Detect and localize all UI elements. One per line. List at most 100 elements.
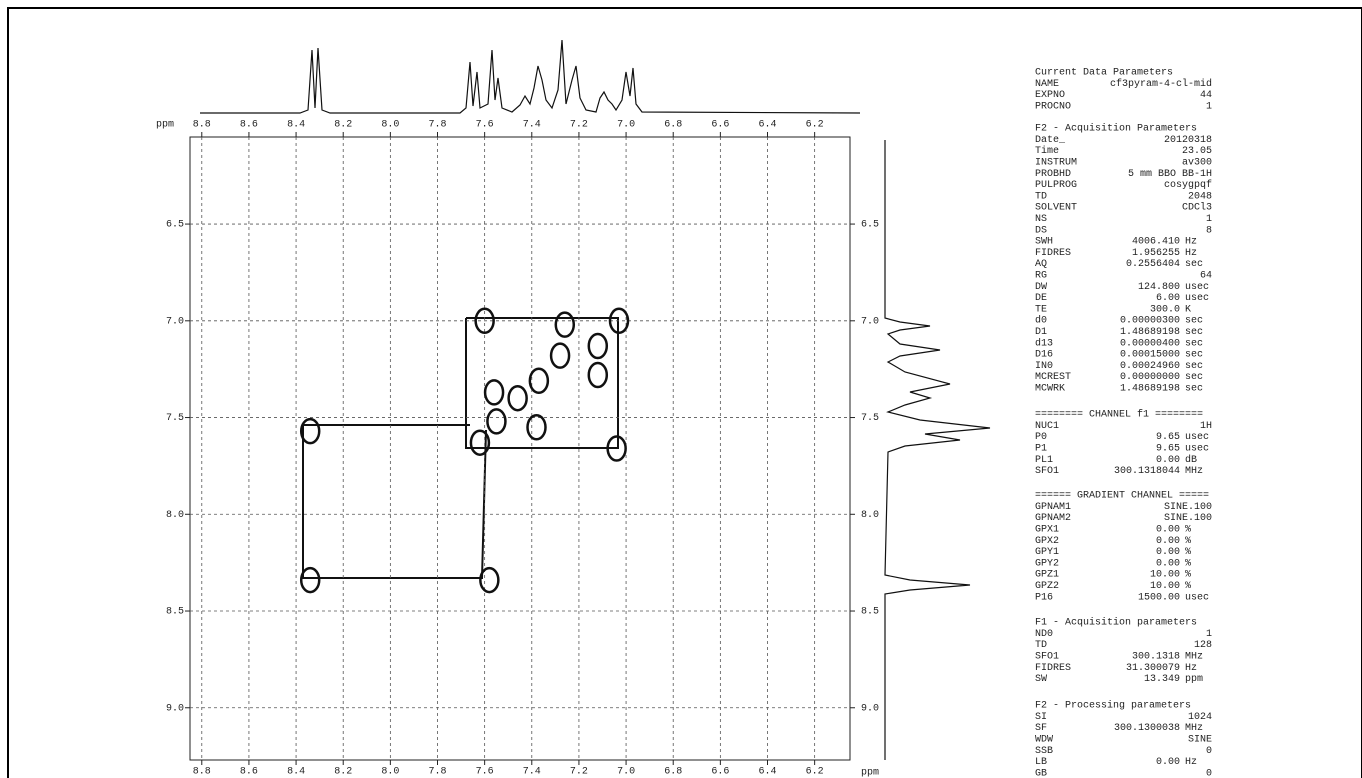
y-tick-label: 8.0 [166, 510, 184, 521]
param-value: 1H [1200, 421, 1212, 432]
param-name: D1 [1035, 327, 1047, 338]
param-name: SW [1035, 674, 1047, 685]
param-name: d0 [1035, 315, 1047, 327]
param-value: 31.300079 [1126, 663, 1180, 674]
param-unit: usec [1185, 444, 1209, 455]
param-value: 6.00 [1156, 293, 1180, 304]
param-value: 300.1300038 [1114, 723, 1180, 734]
cross-peak [483, 379, 505, 406]
param-name: P0 [1035, 432, 1047, 443]
param-name: P1 [1035, 444, 1047, 455]
y-tick-label: 6.5 [861, 220, 879, 231]
param-value: 4006.410 [1132, 237, 1180, 248]
param-unit: ppm [1185, 674, 1203, 685]
x-tick-label: 8.6 [240, 767, 258, 778]
param-value: 0.00000300 [1120, 316, 1180, 327]
param-value: 1024 [1188, 712, 1212, 723]
param-unit: sec [1185, 338, 1203, 349]
param-unit: dB [1185, 454, 1197, 466]
cross-peak [606, 435, 627, 462]
param-name: GPX1 [1035, 525, 1059, 536]
param-value: 124.800 [1138, 282, 1180, 293]
y-tick-label: 8.0 [861, 510, 879, 521]
x-tick-label: 8.8 [193, 767, 211, 778]
cross-peak [528, 367, 550, 395]
param-name: DE [1035, 293, 1047, 304]
param-value: 128 [1194, 640, 1212, 651]
param-name: PL1 [1035, 455, 1053, 466]
param-unit: MHz [1185, 466, 1203, 477]
cross-peak [587, 361, 609, 389]
param-unit: % [1185, 581, 1191, 592]
param-value: 0.00 [1156, 536, 1180, 547]
param-name: Date_ [1035, 135, 1066, 146]
param-value: 0.00 [1156, 757, 1180, 768]
section-title: F2 - Acquisition Parameters [1035, 123, 1197, 135]
param-name: TD [1035, 191, 1047, 202]
param-value: 8 [1206, 225, 1212, 236]
y-tick-label: 9.0 [166, 703, 184, 714]
param-value: 0.00 [1156, 525, 1180, 536]
param-name: EXPNO [1035, 90, 1065, 101]
x-tick-label: 8.0 [381, 767, 399, 778]
cross-peak [299, 566, 321, 594]
param-name: TD [1035, 640, 1047, 651]
x-tick-label: 7.2 [570, 120, 588, 131]
param-unit: % [1185, 547, 1191, 558]
page-border [7, 7, 1362, 778]
x-tick-label: 8.8 [193, 120, 211, 131]
param-value: 20120318 [1164, 135, 1212, 146]
param-value: SINE.100 [1164, 502, 1212, 513]
y-tick-label: 7.0 [861, 316, 879, 327]
cross-peak [507, 384, 528, 412]
x-tick-label: 8.6 [240, 120, 258, 131]
param-unit: Hz [1185, 237, 1197, 248]
param-value: 9.65 [1156, 444, 1180, 455]
param-name: SFO1 [1035, 466, 1059, 477]
param-value: SINE [1188, 735, 1212, 746]
param-name: FIDRES [1035, 248, 1071, 259]
x-tick-label: 7.8 [428, 120, 446, 131]
param-value: 64 [1200, 271, 1212, 282]
param-name: INSTRUM [1035, 158, 1077, 169]
param-name: SI [1035, 712, 1047, 723]
param-unit: sec [1185, 327, 1203, 338]
y-tick-label: 6.5 [166, 220, 184, 231]
param-unit: usec [1185, 432, 1209, 443]
param-unit: Hz [1185, 663, 1197, 674]
cross-peak [554, 311, 576, 338]
param-value: 1 [1206, 214, 1212, 225]
param-name: LB [1035, 757, 1047, 768]
param-unit: sec [1185, 316, 1203, 327]
y-tick-label: 8.5 [861, 607, 879, 618]
param-value: 0.00 [1156, 547, 1180, 558]
cross-peak [299, 417, 321, 445]
param-value: 300.1318044 [1114, 466, 1180, 477]
x-tick-label: 7.8 [428, 767, 446, 778]
section-title: ======== CHANNEL f1 ======== [1035, 409, 1203, 421]
param-value: CDCl3 [1182, 202, 1212, 214]
param-name: IN0 [1035, 361, 1053, 372]
x-tick-label: 6.4 [758, 120, 776, 131]
param-value: 44 [1200, 90, 1212, 101]
axis-label: ppm [156, 120, 174, 131]
y-tick-label: 7.5 [166, 413, 184, 424]
x-tick-label: 7.6 [476, 767, 494, 778]
param-value: 0.00000000 [1120, 372, 1180, 383]
x-tick-label: 7.6 [476, 120, 494, 131]
top-projection [200, 39, 861, 114]
param-name: PROCNO [1035, 102, 1071, 113]
param-unit: MHz [1185, 723, 1203, 734]
param-name: NAME [1035, 79, 1059, 90]
param-name: TE [1035, 304, 1047, 315]
param-value: 0 [1206, 746, 1212, 757]
x-tick-label: 7.0 [617, 120, 635, 131]
param-name: ND0 [1035, 629, 1053, 640]
param-name: DS [1035, 225, 1047, 236]
param-name: GPZ2 [1035, 581, 1059, 592]
cross-peak [486, 408, 507, 435]
x-tick-label: 8.2 [334, 120, 352, 131]
param-unit: % [1185, 536, 1191, 547]
param-value: 23.05 [1182, 146, 1212, 157]
